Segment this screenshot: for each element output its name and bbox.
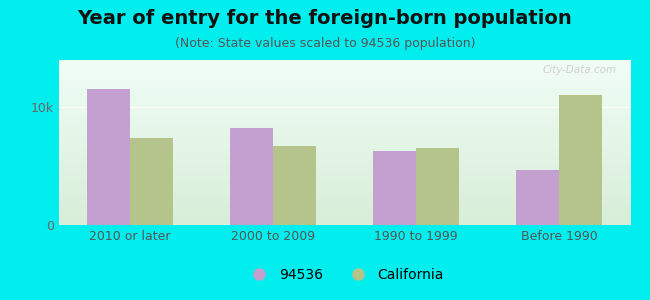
Bar [87,89,130,225]
Bar [373,151,416,225]
Bar [230,128,273,225]
Bar [559,95,602,225]
Text: City-Data.com: City-Data.com [542,65,616,75]
Text: (Note: State values scaled to 94536 population): (Note: State values scaled to 94536 popu… [175,38,475,50]
Bar [516,169,559,225]
Bar [273,146,316,225]
Bar [416,148,459,225]
Legend: 94536, California: 94536, California [240,262,449,287]
Text: Year of entry for the foreign-born population: Year of entry for the foreign-born popul… [77,9,573,28]
Bar [130,138,173,225]
